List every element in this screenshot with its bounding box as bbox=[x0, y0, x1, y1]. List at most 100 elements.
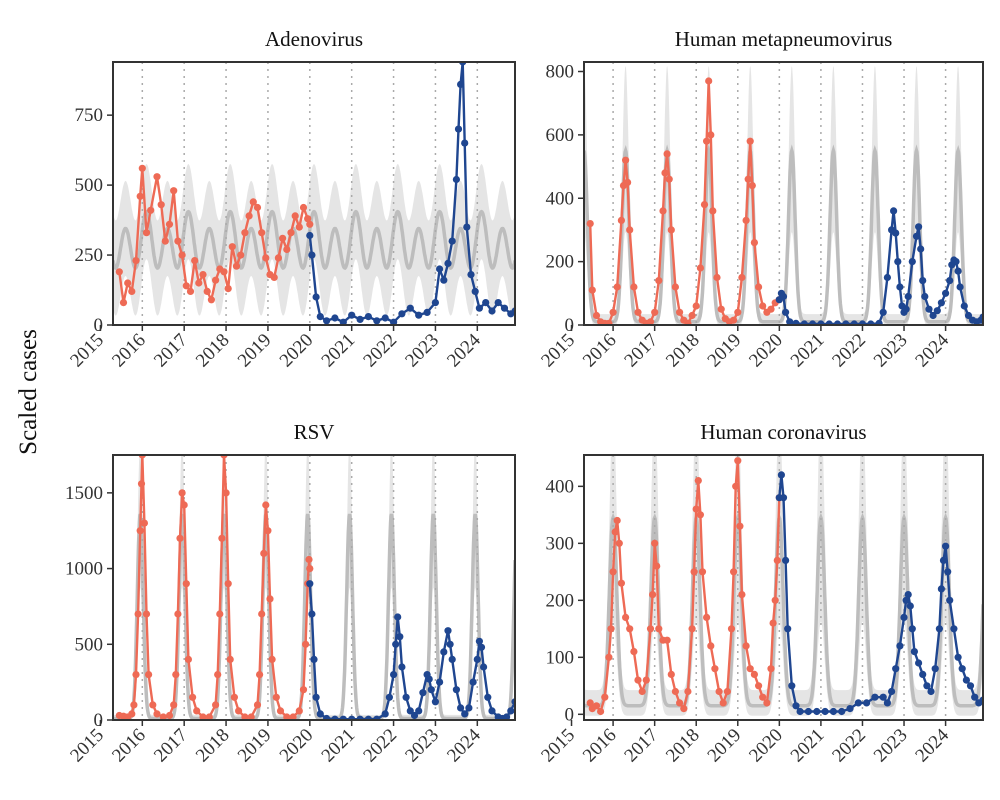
data-point-pre bbox=[738, 591, 746, 599]
data-point-post bbox=[457, 80, 465, 88]
data-point-post bbox=[482, 299, 490, 307]
data-point-pre bbox=[128, 287, 136, 295]
data-point-post bbox=[921, 292, 929, 301]
data-point-pre bbox=[734, 457, 742, 465]
data-point-post bbox=[942, 542, 950, 550]
data-point-post bbox=[896, 283, 904, 291]
data-point-pre bbox=[719, 699, 727, 707]
data-point-pre bbox=[767, 665, 775, 673]
data-point-post bbox=[394, 613, 402, 621]
data-point-pre bbox=[684, 687, 692, 696]
data-point-pre bbox=[262, 501, 270, 509]
data-point-post bbox=[454, 125, 463, 133]
data-point-pre bbox=[260, 549, 268, 558]
data-point-pre bbox=[205, 713, 213, 720]
data-point-pre bbox=[663, 150, 671, 158]
data-point-pre bbox=[153, 173, 161, 181]
panel-frame bbox=[583, 454, 984, 721]
y-tick-label: 1500 bbox=[65, 483, 103, 504]
data-point-pre bbox=[705, 77, 713, 85]
data-point-pre bbox=[767, 305, 775, 313]
data-point-post bbox=[484, 693, 492, 701]
data-point-pre bbox=[659, 207, 667, 215]
data-point-pre bbox=[667, 670, 675, 679]
x-tick-label: 2017 bbox=[620, 725, 662, 767]
y-tick-label: 0 bbox=[94, 710, 104, 731]
data-point-pre bbox=[611, 528, 619, 536]
data-point-pre bbox=[634, 308, 642, 316]
data-point-post bbox=[475, 304, 483, 312]
data-point-post bbox=[436, 678, 444, 686]
data-point-post bbox=[879, 308, 887, 316]
y-tick-label: 400 bbox=[546, 188, 575, 209]
data-point-post bbox=[457, 704, 465, 712]
data-point-post bbox=[937, 585, 946, 593]
data-point-pre bbox=[295, 707, 303, 715]
data-point-post bbox=[883, 699, 892, 707]
data-point-post bbox=[906, 602, 914, 610]
data-point-post bbox=[842, 320, 850, 325]
data-point-pre bbox=[755, 682, 763, 690]
data-point-pre bbox=[700, 201, 709, 209]
data-point-pre bbox=[597, 707, 605, 716]
data-point-pre bbox=[709, 207, 717, 215]
data-point-post bbox=[925, 305, 933, 313]
data-point-post bbox=[892, 665, 900, 673]
data-point-pre bbox=[750, 239, 759, 247]
x-tick-label: 2018 bbox=[662, 330, 704, 372]
data-point-pre bbox=[586, 220, 594, 228]
data-point-pre bbox=[115, 268, 123, 276]
data-point-pre bbox=[184, 655, 192, 664]
data-point-post bbox=[452, 686, 460, 694]
data-point-post bbox=[904, 292, 912, 301]
data-point-pre bbox=[283, 713, 291, 720]
data-point-post bbox=[954, 267, 962, 275]
data-point-post bbox=[444, 259, 452, 267]
data-point-pre bbox=[653, 562, 661, 570]
data-point-pre bbox=[224, 580, 232, 588]
x-tick-label: 2024 bbox=[443, 329, 485, 371]
x-tick-label: 2019 bbox=[704, 330, 746, 372]
data-point-post bbox=[788, 682, 796, 690]
data-point-pre bbox=[646, 625, 655, 633]
data-point-post bbox=[782, 308, 790, 316]
data-point-post bbox=[308, 610, 316, 618]
x-tick-label: 2018 bbox=[662, 725, 704, 767]
data-point-post bbox=[431, 698, 439, 706]
y-tick-label: 0 bbox=[565, 704, 575, 725]
data-point-pre bbox=[142, 229, 151, 237]
data-point-pre bbox=[212, 276, 220, 284]
data-point-post bbox=[306, 580, 314, 588]
data-point-post bbox=[800, 320, 808, 325]
y-tick-label: 400 bbox=[546, 476, 575, 497]
data-point-post bbox=[952, 258, 960, 266]
data-point-pre bbox=[588, 286, 596, 294]
data-point-post bbox=[356, 315, 364, 323]
y-tick-label: 200 bbox=[546, 590, 575, 611]
data-point-pre bbox=[707, 642, 715, 650]
data-point-pre bbox=[299, 203, 308, 212]
data-point-post bbox=[971, 693, 979, 701]
data-point-pre bbox=[727, 625, 736, 633]
data-point-post bbox=[356, 715, 364, 720]
x-tick-label: 2016 bbox=[108, 725, 150, 767]
data-point-pre bbox=[142, 610, 151, 618]
y-axis-label: Scaled cases bbox=[15, 329, 42, 455]
data-point-pre bbox=[170, 701, 178, 709]
data-point-post bbox=[809, 320, 817, 325]
data-point-pre bbox=[692, 505, 700, 513]
data-point-post bbox=[946, 277, 954, 285]
data-point-pre bbox=[216, 610, 224, 618]
data-point-post bbox=[448, 237, 456, 245]
data-point-pre bbox=[218, 534, 226, 542]
data-point-post bbox=[423, 308, 431, 316]
data-point-pre bbox=[174, 237, 182, 245]
data-point-pre bbox=[253, 701, 262, 709]
data-point-post bbox=[817, 320, 825, 325]
data-point-post bbox=[312, 693, 320, 701]
data-point-pre bbox=[671, 687, 680, 696]
x-tick-label: 2020 bbox=[276, 725, 318, 767]
data-point-post bbox=[500, 304, 509, 312]
data-point-pre bbox=[713, 273, 721, 282]
